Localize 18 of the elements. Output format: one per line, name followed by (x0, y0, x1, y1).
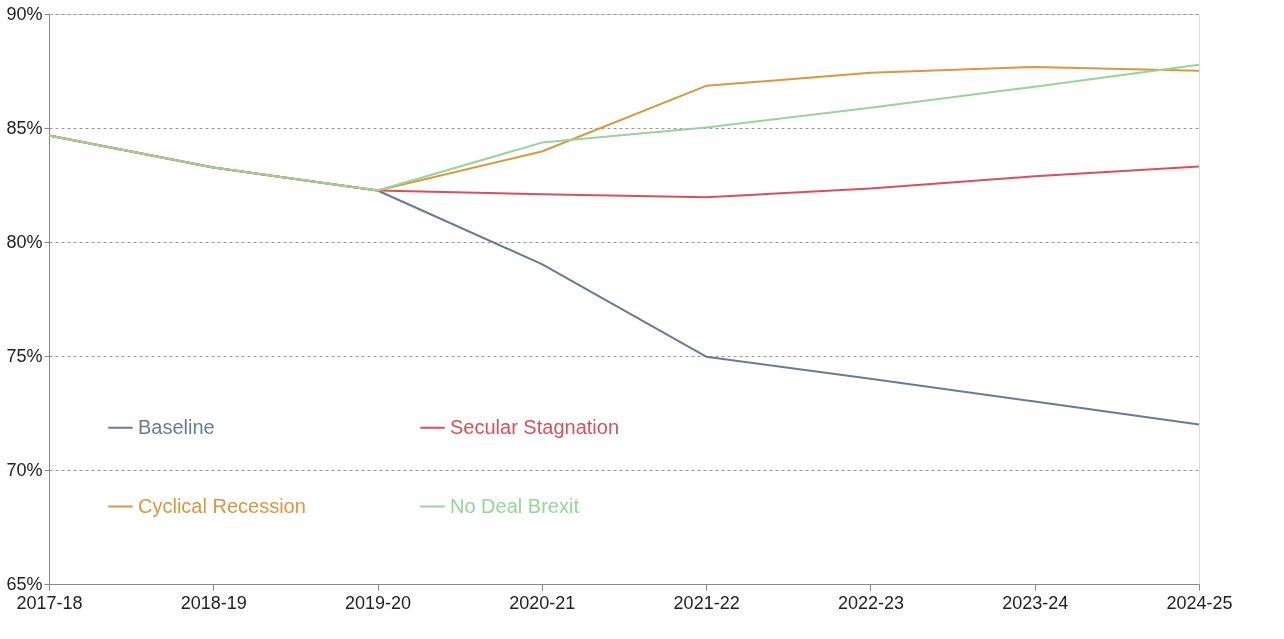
legend-label: Baseline (138, 415, 215, 438)
x-tick-label: 2022-23 (837, 592, 904, 613)
x-tick-label: 2017-18 (16, 592, 83, 613)
legend-label: Secular Stagnation (450, 415, 620, 438)
x-tick-label: 2024-25 (1166, 592, 1233, 613)
y-tick-label: 75% (6, 345, 43, 366)
x-tick-label: 2019-20 (345, 592, 412, 613)
y-tick-label: 85% (6, 117, 43, 138)
x-tick-label: 2020-21 (509, 592, 576, 613)
legend-label: No Deal Brexit (450, 494, 580, 517)
x-tick-label: 2018-19 (180, 592, 247, 613)
y-tick-label: 70% (6, 459, 43, 480)
y-tick-label: 80% (6, 231, 43, 252)
y-tick-label: 65% (6, 573, 43, 594)
x-tick-label: 2023-24 (1002, 592, 1069, 613)
legend-label: Cyclical Recession (138, 494, 306, 517)
x-tick-label: 2021-22 (673, 592, 740, 613)
y-tick-label: 90% (6, 3, 43, 24)
